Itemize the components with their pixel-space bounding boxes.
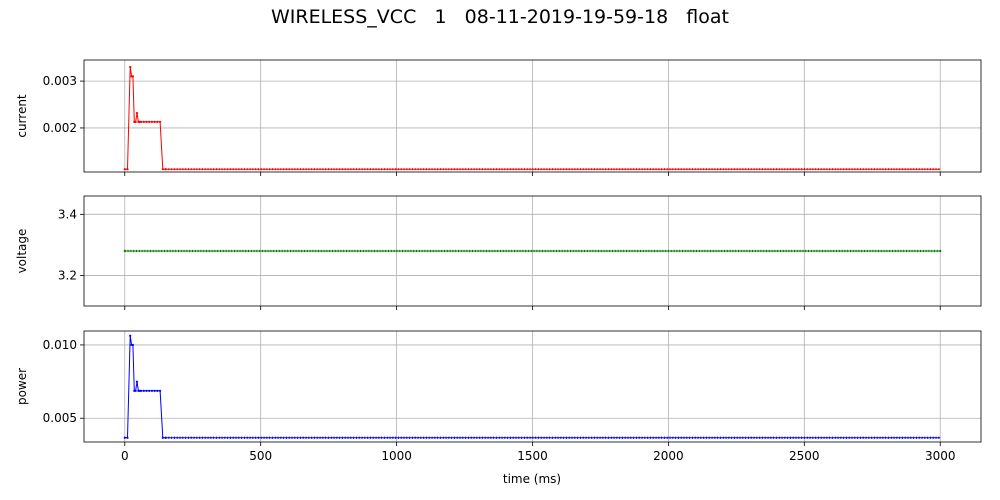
chart-title: WIRELESS_VCC 1 08-11-2019-19-59-18 float xyxy=(271,6,729,28)
power-data-point xyxy=(156,389,159,392)
power-data-point xyxy=(139,389,143,392)
current-data-point xyxy=(131,75,135,78)
current-subplot: 0.002 0.003 current xyxy=(15,59,982,176)
power-data-point xyxy=(161,436,164,439)
current-data-point xyxy=(123,168,126,171)
power-y-axis-label: power xyxy=(15,368,29,405)
current-data-point xyxy=(150,120,154,123)
voltage-subplot: 3.2 3.4 voltage xyxy=(15,195,982,310)
power-data-point xyxy=(129,334,132,337)
y-tick-label: 0.002 xyxy=(43,121,77,135)
x-tick-label: 2500 xyxy=(789,449,820,463)
power-data-point xyxy=(145,389,148,392)
x-tick-label: 2000 xyxy=(653,449,684,463)
x-tick-label: 500 xyxy=(249,449,272,463)
power-data-point xyxy=(131,343,135,347)
y-tick-label: 3.4 xyxy=(58,207,77,221)
voltage-y-axis-label: voltage xyxy=(15,229,29,274)
current-data-point xyxy=(134,120,137,123)
power-data-point xyxy=(150,389,154,392)
y-tick-label: 3.2 xyxy=(58,268,77,282)
power-data-point xyxy=(153,389,156,392)
current-data-point xyxy=(161,168,164,171)
current-data-point xyxy=(139,120,143,123)
power-data-point xyxy=(159,389,162,392)
x-tick-label: 0 xyxy=(121,449,129,463)
x-tick-label: 3000 xyxy=(925,449,956,463)
current-data-point xyxy=(159,120,162,123)
current-data-point xyxy=(142,120,145,123)
power-data-point xyxy=(126,436,129,439)
current-data-point xyxy=(126,168,129,171)
current-y-axis-label: current xyxy=(15,94,29,138)
x-axis-label: time (ms) xyxy=(503,472,561,486)
power-subplot: 0 500 1000 1500 2000 2500 3000 0.005 0.010 power xyxy=(15,330,982,463)
power-data-point xyxy=(123,436,126,439)
current-data-point xyxy=(156,120,159,123)
current-data-point xyxy=(148,120,151,123)
x-tick-label: 1000 xyxy=(381,449,412,463)
y-tick-label: 0.005 xyxy=(43,411,77,425)
current-data-point xyxy=(153,120,156,123)
power-data-point xyxy=(142,389,145,392)
power-data-point xyxy=(148,389,151,392)
current-data-point xyxy=(145,120,148,123)
x-tick-label: 1500 xyxy=(517,449,548,463)
power-data-point xyxy=(134,389,137,392)
current-data-point xyxy=(129,65,132,69)
y-tick-label: 0.010 xyxy=(43,338,77,352)
y-tick-label: 0.003 xyxy=(43,74,77,88)
power-data-point xyxy=(135,380,139,383)
current-data-point xyxy=(135,111,139,115)
